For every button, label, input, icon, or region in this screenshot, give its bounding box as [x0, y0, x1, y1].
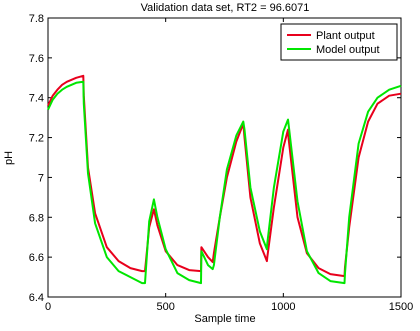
y-tick-label: 7 [38, 172, 44, 184]
legend-label-model-output: Model output [316, 44, 380, 56]
x-tick-label: 1000 [271, 301, 295, 313]
y-axis-label: pH [3, 151, 15, 165]
plot-area [47, 17, 402, 298]
x-axis-label: Sample time [194, 313, 255, 325]
x-tick-label: 1500 [389, 301, 413, 313]
axis-ticks: 0 500 1000 1500 6.4 6.6 6.8 7 7.2 7.4 7.6 7.8 [29, 13, 414, 313]
y-tick-label: 6.6 [29, 252, 44, 264]
series-line-model-output [47, 80, 402, 285]
series-layer [47, 74, 402, 285]
y-tick-label: 7.8 [29, 13, 44, 25]
y-tick-label: 7.4 [29, 93, 44, 105]
legend-label-plant-output: Plant output [316, 30, 375, 42]
y-tick-label: 7.6 [29, 53, 44, 65]
y-tick-label: 7.2 [29, 133, 44, 145]
legend: Plant output Model output [280, 23, 398, 61]
legend-box [280, 23, 398, 61]
y-tick-label: 6.4 [29, 292, 44, 304]
x-tick-label: 0 [45, 301, 51, 313]
chart-title: Validation data set, RT2 = 96.6071 [141, 2, 310, 14]
y-tick-label: 6.8 [29, 212, 44, 224]
x-tick-label: 500 [156, 301, 174, 313]
